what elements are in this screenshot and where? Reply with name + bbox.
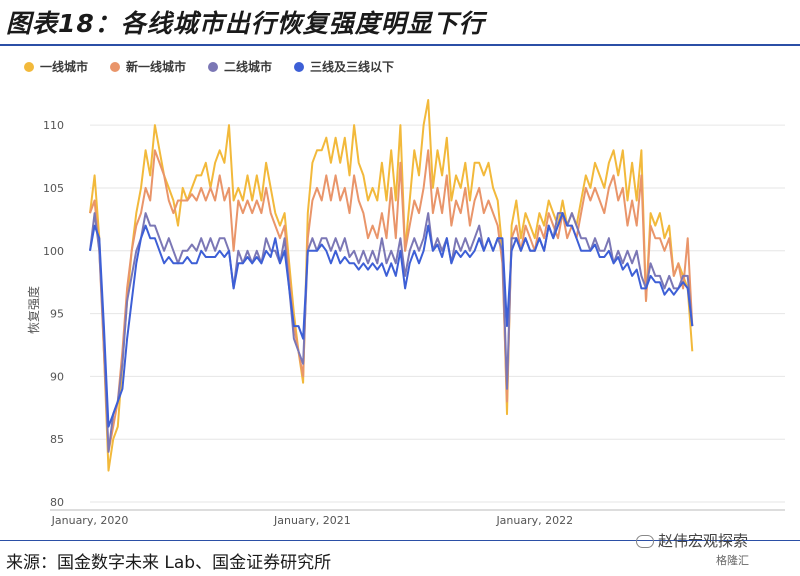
figure-title: 图表18：各线城市出行恢复强度明显下行 [6, 9, 485, 38]
legend-marker-new-tier1 [110, 61, 121, 72]
x-tick-label: January, 2021 [273, 514, 351, 527]
line-chart: 80 85 90 95 100 105 110 January, 2020 January, 2… [26, 99, 785, 527]
legend-label-new-tier1: 新一线城市 [126, 60, 187, 74]
legend-marker-tier3 [294, 61, 305, 72]
watermark-text: 赵伟宏观探索 [658, 532, 749, 550]
legend-label-tier2: 二线城市 [224, 60, 273, 74]
x-tick-label: January, 2020 [51, 514, 129, 527]
chart-legend: 一线城市 新一线城市 二线城市 三线及三线以下 [24, 58, 394, 75]
legend-label-tier3: 三线及三线以下 [310, 60, 395, 74]
y-tick-label: 110 [43, 119, 64, 132]
watermark-secondary: 格隆汇 [716, 554, 749, 567]
y-tick-label: 105 [43, 182, 64, 195]
title-divider [0, 44, 800, 46]
source-divider [0, 540, 800, 541]
y-tick-label: 100 [43, 245, 64, 258]
series-line-0 [89, 99, 694, 472]
legend-item-tier1: 一线城市 [24, 58, 88, 75]
y-tick-label: 80 [50, 496, 64, 509]
y-tick-label: 90 [50, 370, 64, 383]
series-line-3 [89, 212, 694, 428]
watermark: 赵伟宏观探索 [636, 530, 748, 551]
x-tick-label: January, 2022 [495, 514, 573, 527]
y-tick-label: 95 [50, 308, 64, 321]
legend-label-tier1: 一线城市 [40, 60, 89, 74]
wechat-icon [636, 535, 654, 548]
y-tick-label: 85 [50, 433, 64, 446]
legend-item-tier2: 二线城市 [208, 58, 272, 75]
legend-item-tier3: 三线及三线以下 [294, 58, 394, 75]
series-line-1 [89, 149, 694, 453]
source-note: 来源：国金数字未来 Lab、国金证券研究所 [6, 553, 332, 573]
series-layer [89, 99, 694, 472]
axis-layer: 80 85 90 95 100 105 110 January, 2020 January, 2… [43, 119, 785, 527]
legend-marker-tier1 [24, 61, 34, 72]
legend-marker-tier2 [208, 61, 219, 72]
series-line-2 [89, 212, 694, 453]
y-axis-label: 恢复强度 [26, 286, 41, 334]
legend-item-new-tier1: 新一线城市 [110, 58, 186, 75]
